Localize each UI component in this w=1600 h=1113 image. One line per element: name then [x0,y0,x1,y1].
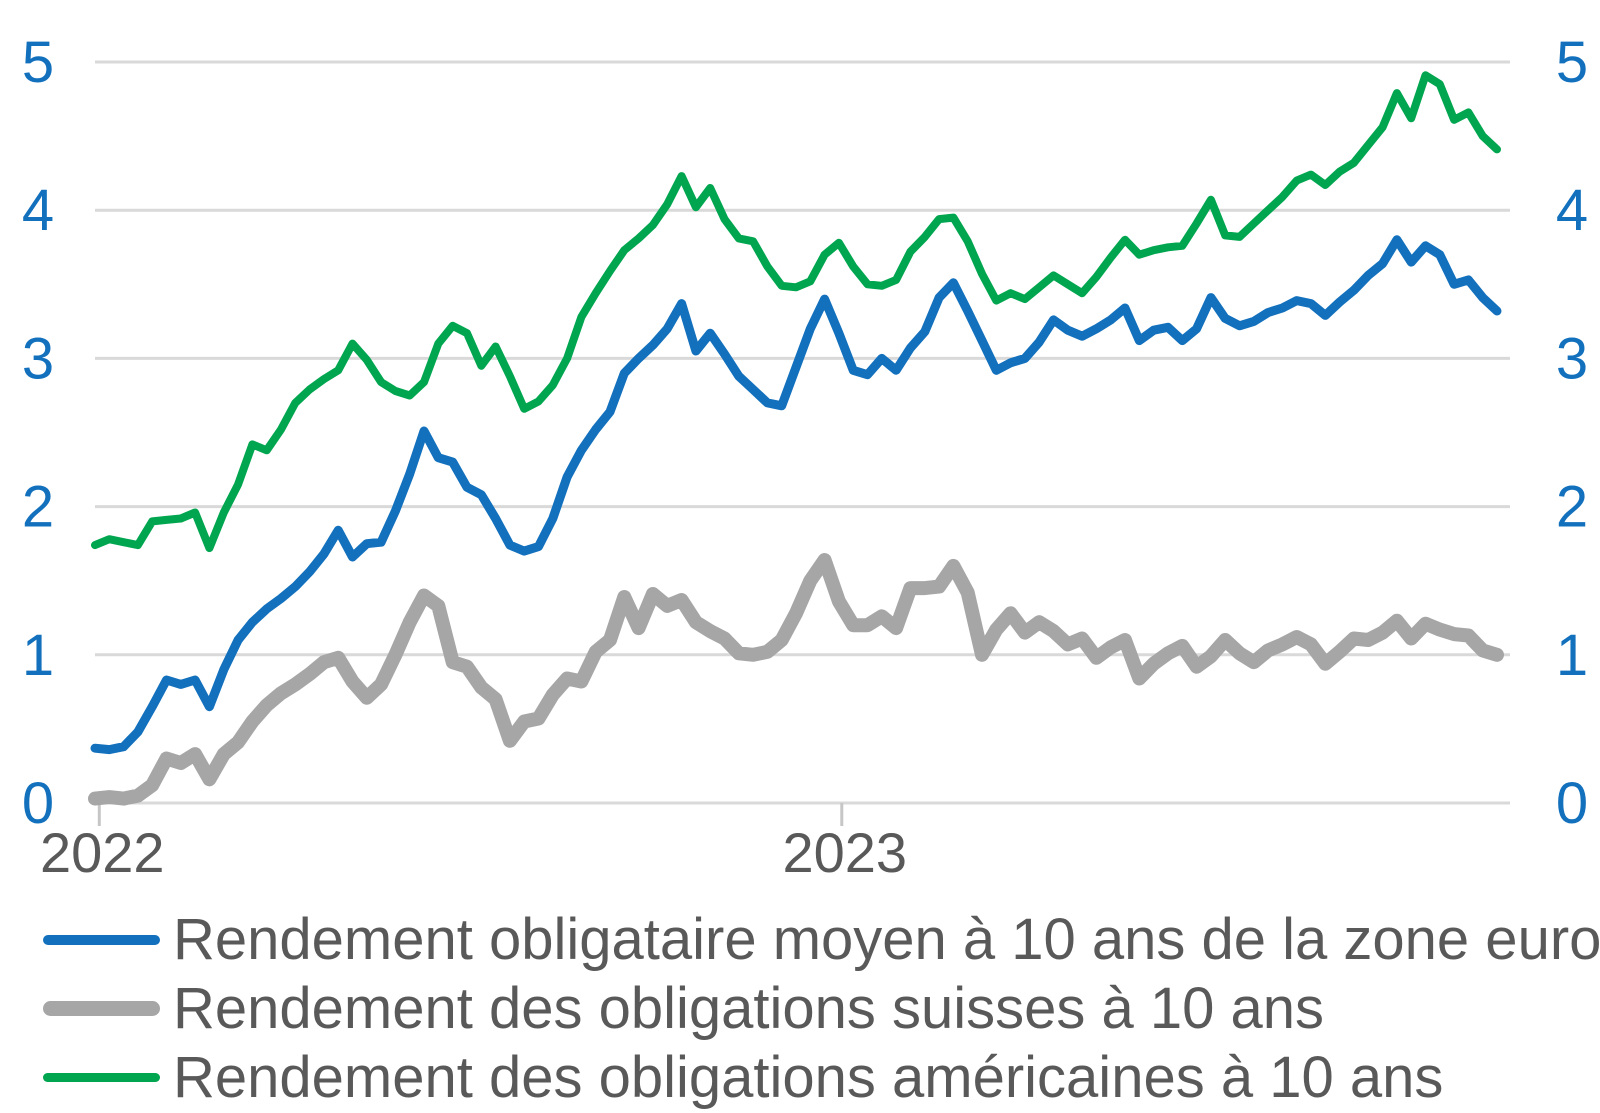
legend-item-swiss: Rendement des obligations suisses à 10 a… [43,974,1600,1043]
legend-item-us: Rendement des obligations américaines à … [43,1043,1600,1112]
eurozone-series-swatch [43,934,160,945]
legend-label-us: Rendement des obligations américaines à … [173,1045,1444,1110]
swiss-10y-line [88,553,1504,806]
y-axis-label-right-3: 3 [1556,326,1588,391]
y-axis-label-left-3: 3 [22,326,54,391]
legend-label-eurozone: Rendement obligataire moyen à 10 ans de … [173,907,1600,972]
x-axis-label-2023: 2023 [782,821,907,884]
legend: Rendement obligataire moyen à 10 ans de … [43,905,1600,1112]
y-axis-label-right-0: 0 [1556,771,1588,836]
y-axis-label-left-0: 0 [22,771,54,836]
y-axis-label-left-5: 5 [22,30,54,95]
y-axis-label-right-4: 4 [1556,178,1588,243]
y-axis-label-left-2: 2 [22,475,54,540]
legend-label-swiss: Rendement des obligations suisses à 10 a… [173,976,1325,1041]
legend-item-eurozone: Rendement obligataire moyen à 10 ans de … [43,905,1600,974]
x-axis-label-2022: 2022 [40,821,165,884]
y-axis-label-left-4: 4 [22,178,54,243]
us-series-swatch [43,1073,160,1082]
y-axis-label-left-1: 1 [22,623,54,688]
y-axis-label-right-1: 1 [1556,623,1588,688]
us-10y-line [91,71,1501,553]
y-axis-label-right-5: 5 [1556,30,1588,95]
swiss-series-swatch [43,1001,160,1016]
eurozone-10y-line [90,235,1502,755]
y-axis-label-right-2: 2 [1556,475,1588,540]
